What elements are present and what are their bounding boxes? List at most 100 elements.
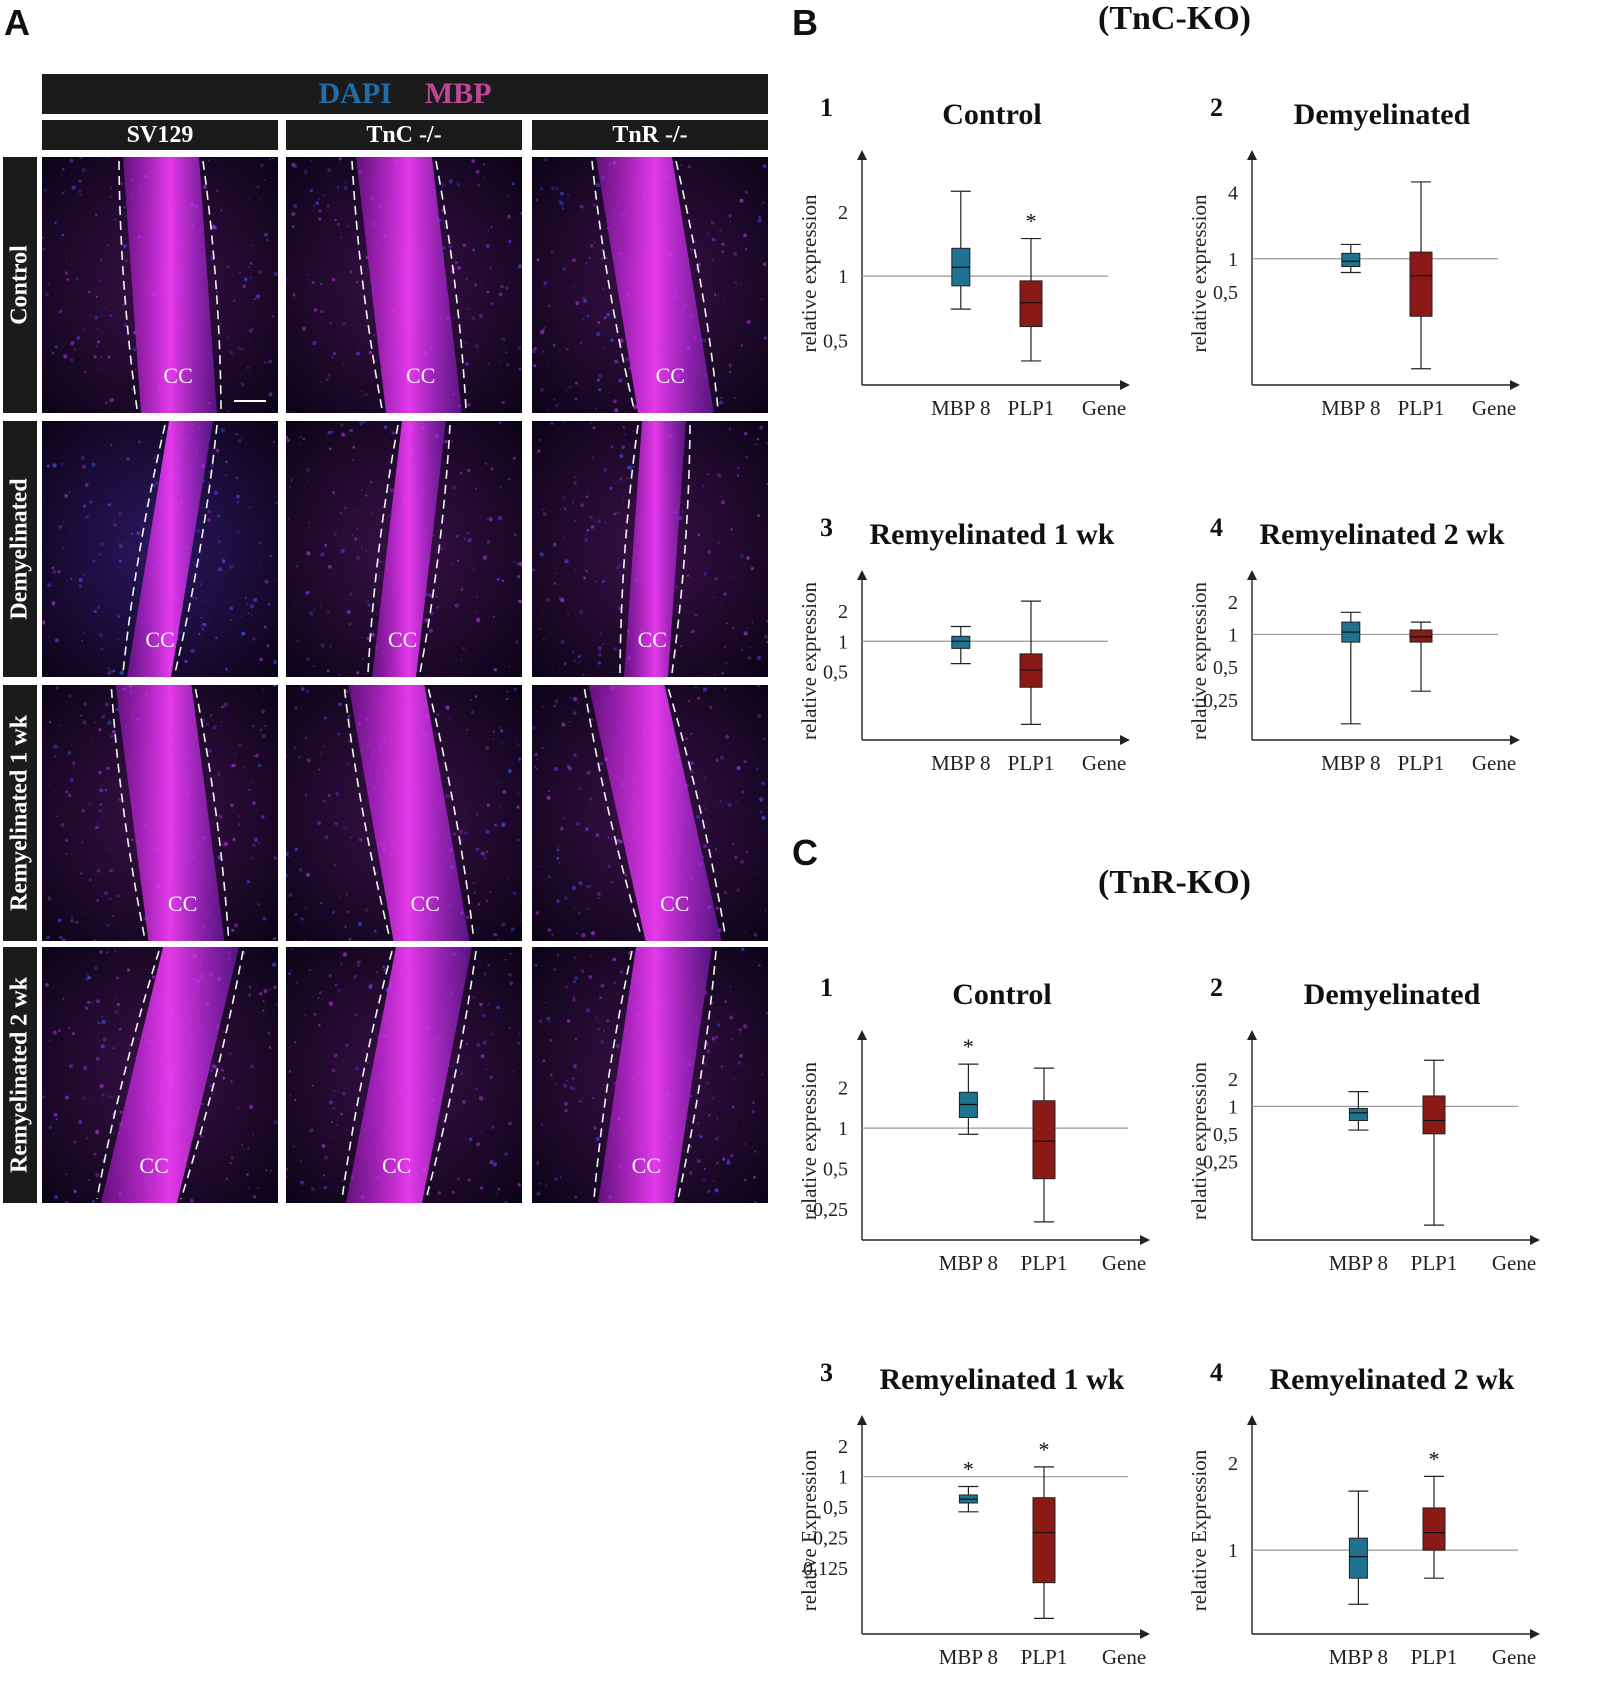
y-axis-arrow (857, 1415, 867, 1425)
box-plp1 (1409, 251, 1433, 317)
x-axis-arrow (1530, 1629, 1540, 1639)
x-axis-label: Gene (1102, 1645, 1146, 1669)
x-category-label: MBP 8 (939, 1251, 998, 1275)
y-tick-label: 2 (1228, 1453, 1238, 1475)
y-axis-arrow (857, 150, 867, 160)
y-tick-label: 0,5 (1213, 1124, 1238, 1146)
column-header-sv129: SV129 (42, 120, 278, 150)
y-axis-arrow (1247, 150, 1257, 160)
box-plot-c3: 3 Remyelinated 1 wk 2 1 0,5 0,25 0,125relative… (797, 1358, 1150, 1669)
y-tick-label: 0,5 (1213, 657, 1238, 679)
y-tick-label: 0,5 (823, 330, 848, 352)
y-axis-label: relative expression (1187, 1061, 1211, 1220)
x-axis-label: Gene (1492, 1251, 1536, 1275)
x-category-label: PLP1 (1021, 1645, 1068, 1669)
chart-title: Control (952, 978, 1051, 1011)
box-plp1 (1019, 653, 1043, 688)
y-tick-label: 0,25 (813, 1528, 848, 1550)
box-mbp8 (1348, 1537, 1368, 1579)
box-plot-c4: 4 Remyelinated 2 wk 2 1 relative Expression M… (1187, 1358, 1540, 1669)
x-category-label: MBP 8 (1329, 1251, 1388, 1275)
chart-title: Demyelinated (1304, 978, 1481, 1011)
y-axis-arrow (857, 1030, 867, 1040)
y-axis-label: relative expression (797, 581, 821, 740)
subpanel-number: 4 (1210, 513, 1223, 542)
column-header-tnc: TnC -/- (286, 120, 522, 150)
x-category-label: MBP 8 (1321, 396, 1380, 420)
x-category-label: PLP1 (1008, 396, 1055, 420)
row-header-demyelinated: Demyelinated (3, 421, 37, 677)
x-category-label: MBP 8 (931, 751, 990, 775)
x-axis-label: Gene (1082, 396, 1126, 420)
y-tick-label: 2 (838, 202, 848, 224)
x-category-label: PLP1 (1021, 1251, 1068, 1275)
x-axis-arrow (1140, 1629, 1150, 1639)
x-axis-arrow (1140, 1235, 1150, 1245)
y-tick-label: 2 (1228, 592, 1238, 614)
box-mbp8 (1341, 252, 1361, 268)
x-category-label: PLP1 (1008, 751, 1055, 775)
y-tick-label: 4 (1228, 183, 1238, 205)
y-axis-arrow (1247, 1030, 1257, 1040)
cc-label: CC (406, 363, 435, 388)
micrograph-tile: CC (532, 421, 768, 677)
micrograph-tile: CC (532, 685, 768, 941)
subpanel-number: 2 (1210, 973, 1223, 1002)
micrograph-tile: CC (42, 947, 278, 1203)
panel-b-letter: B (792, 2, 818, 43)
y-tick-label: 2 (838, 1436, 848, 1458)
box-mbp8 (1348, 1107, 1368, 1122)
x-category-label: MBP 8 (1321, 751, 1380, 775)
y-axis-arrow (1247, 570, 1257, 580)
micrograph-tile: CC (532, 157, 768, 413)
box-plp1 (1422, 1507, 1446, 1551)
x-axis-arrow (1120, 735, 1130, 745)
panel-c-title: (TnR-KO) (1098, 864, 1251, 901)
chart-title: Demyelinated (1294, 98, 1471, 131)
panel-c-letter: C (792, 832, 818, 873)
cc-label: CC (411, 891, 440, 916)
box-plp1 (1032, 1100, 1056, 1180)
significance-marker: * (963, 1034, 974, 1059)
x-axis-label: Gene (1102, 1251, 1146, 1275)
y-axis-label: relative expression (797, 194, 821, 353)
row-header-remyelinated-2wk: Remyelinated 2 wk (3, 947, 37, 1203)
chart-title: Remyelinated 1 wk (870, 518, 1115, 551)
cc-label: CC (382, 1153, 411, 1178)
significance-marker: * (1429, 1446, 1440, 1471)
micrograph-tile: CC (532, 947, 768, 1203)
y-axis-label: relative expression (797, 1061, 821, 1220)
significance-marker: * (1039, 1437, 1050, 1462)
significance-marker: * (963, 1456, 974, 1481)
subpanel-number: 3 (820, 1358, 833, 1387)
y-axis-arrow (857, 570, 867, 580)
cc-label: CC (638, 627, 667, 652)
cc-label: CC (632, 1153, 661, 1178)
subpanel-number: 2 (1210, 93, 1223, 122)
y-tick-label: 0,5 (823, 1497, 848, 1519)
micrograph-tile: CC (286, 157, 522, 413)
subpanel-number: 3 (820, 513, 833, 542)
x-category-label: PLP1 (1398, 751, 1445, 775)
subpanel-number: 1 (820, 93, 833, 122)
y-tick-label: 1 (838, 1467, 848, 1489)
y-axis-label: relative expression (1187, 581, 1211, 740)
mbp-label: MBP (424, 77, 492, 110)
box-mbp8 (951, 635, 971, 649)
y-tick-label: 0,25 (1203, 690, 1238, 712)
chart-title: Remyelinated 1 wk (880, 1363, 1125, 1396)
x-axis-label: Gene (1492, 1645, 1536, 1669)
y-tick-label: 1 (1228, 249, 1238, 271)
row-header-control: Control (3, 157, 37, 413)
box-plp1 (1019, 280, 1043, 328)
cc-label: CC (163, 363, 192, 388)
y-tick-label: 1 (838, 266, 848, 288)
cc-label: CC (660, 891, 689, 916)
dapi-label: DAPI (318, 77, 392, 110)
x-axis-arrow (1510, 380, 1520, 390)
